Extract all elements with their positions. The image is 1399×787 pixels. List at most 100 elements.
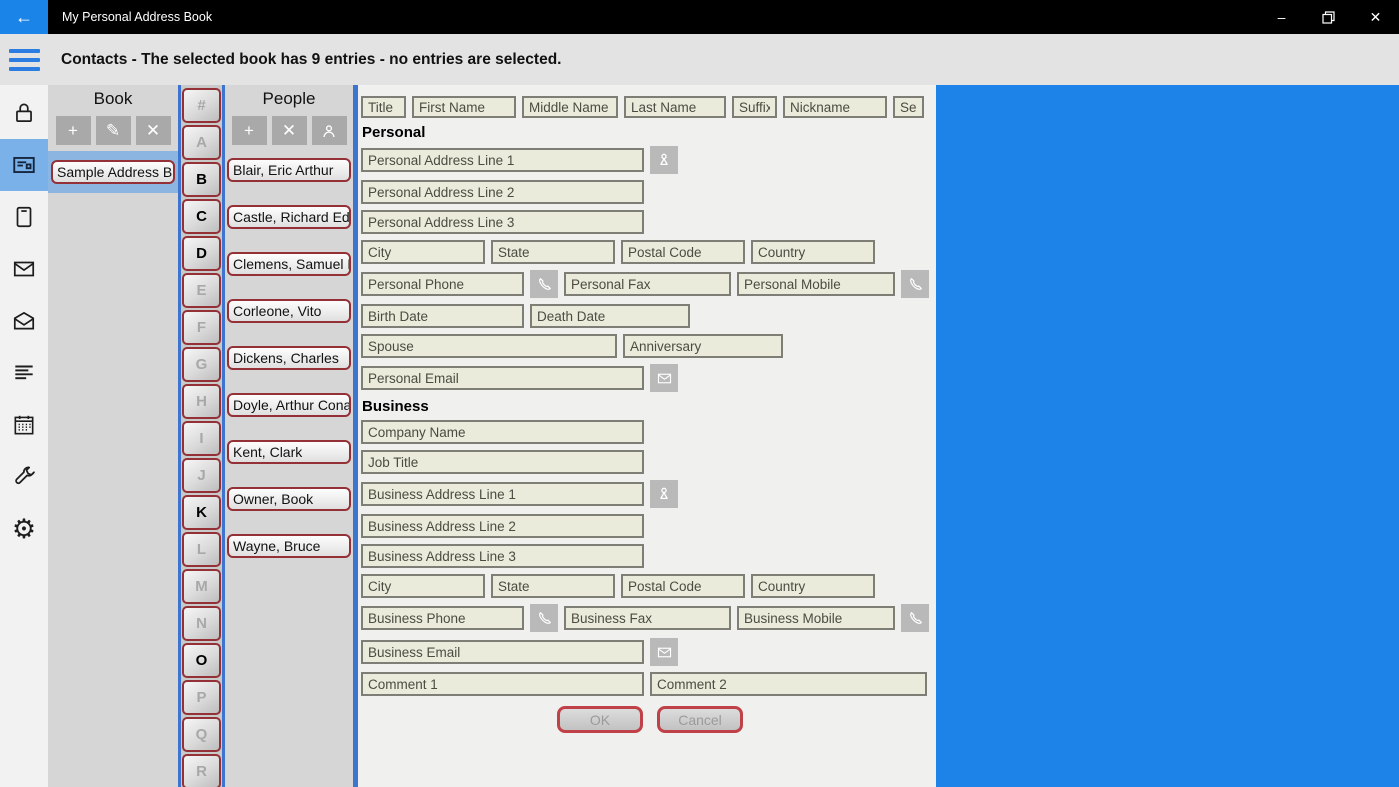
sex-input[interactable] [893, 96, 924, 118]
book-list-item[interactable]: Sample Address B [51, 160, 175, 184]
person-item[interactable]: Corleone, Vito [227, 299, 351, 323]
alpha-button-r[interactable]: R [182, 754, 221, 787]
minimize-button[interactable]: – [1258, 0, 1305, 34]
sidebar-item-book[interactable] [0, 191, 48, 243]
person-detail-button[interactable] [311, 116, 347, 145]
delete-person-button[interactable]: ✕ [271, 116, 307, 145]
book-alpha-splitter[interactable] [178, 85, 181, 787]
people-form-splitter[interactable] [353, 85, 358, 787]
ok-button[interactable]: OK [557, 706, 643, 733]
business-address2-input[interactable] [361, 514, 644, 538]
alpha-button-n[interactable]: N [182, 606, 221, 641]
personal-map-button[interactable] [650, 146, 678, 174]
person-item[interactable]: Wayne, Bruce [227, 534, 351, 558]
close-button[interactable]: ✕ [1352, 0, 1399, 34]
person-item[interactable]: Castle, Richard Edg [227, 205, 351, 229]
alpha-button-a[interactable]: A [182, 125, 221, 160]
sidebar-item-mail[interactable] [0, 243, 48, 295]
alpha-button-i[interactable]: I [182, 421, 221, 456]
personal-email-input[interactable] [361, 366, 644, 390]
hamburger-menu-button[interactable] [9, 44, 40, 76]
add-book-button[interactable]: + [55, 116, 91, 145]
personal-phone-call-button[interactable] [530, 270, 558, 298]
personal-mobile-call-button[interactable] [901, 270, 929, 298]
business-city-input[interactable] [361, 574, 485, 598]
birth-date-input[interactable] [361, 304, 524, 328]
personal-mobile-input[interactable] [737, 272, 895, 296]
alpha-button-d[interactable]: D [182, 236, 221, 271]
alpha-button-h[interactable]: H [182, 384, 221, 419]
business-postal-code-input[interactable] [621, 574, 745, 598]
person-item[interactable]: Doyle, Arthur Cona [227, 393, 351, 417]
business-state-input[interactable] [491, 574, 615, 598]
comment1-input[interactable] [361, 672, 644, 696]
sidebar-item-contacts[interactable] [0, 139, 48, 191]
personal-city-input[interactable] [361, 240, 485, 264]
last-name-input[interactable] [624, 96, 726, 118]
personal-address1-input[interactable] [361, 148, 644, 172]
business-phone-call-button[interactable] [530, 604, 558, 632]
job-title-input[interactable] [361, 450, 644, 474]
alpha-button-p[interactable]: P [182, 680, 221, 715]
death-date-input[interactable] [530, 304, 690, 328]
comment2-input[interactable] [650, 672, 927, 696]
business-mobile-call-button[interactable] [901, 604, 929, 632]
personal-email-button[interactable] [650, 364, 678, 392]
people-list: Blair, Eric Arthur Castle, Richard Edg C… [225, 145, 353, 581]
alpha-button-m[interactable]: M [182, 569, 221, 604]
add-person-button[interactable]: + [231, 116, 267, 145]
alpha-people-splitter[interactable] [222, 85, 225, 787]
spouse-input[interactable] [361, 334, 617, 358]
personal-phone-input[interactable] [361, 272, 524, 296]
alpha-button-f[interactable]: F [182, 310, 221, 345]
company-name-input[interactable] [361, 420, 644, 444]
nickname-input[interactable] [783, 96, 887, 118]
restore-button[interactable] [1305, 0, 1352, 34]
personal-address3-input[interactable] [361, 210, 644, 234]
person-item[interactable]: Owner, Book [227, 487, 351, 511]
alpha-button-c[interactable]: C [182, 199, 221, 234]
alpha-button-g[interactable]: G [182, 347, 221, 382]
sidebar-item-calendar[interactable] [0, 399, 48, 451]
alpha-button-hash[interactable]: # [182, 88, 221, 123]
business-address3-input[interactable] [361, 544, 644, 568]
person-item[interactable]: Clemens, Samuel L [227, 252, 351, 276]
back-button[interactable]: ← [0, 0, 48, 34]
business-fax-input[interactable] [564, 606, 731, 630]
alpha-button-b[interactable]: B [182, 162, 221, 197]
person-item[interactable]: Dickens, Charles [227, 346, 351, 370]
edit-book-button[interactable]: ✎ [95, 116, 131, 145]
first-name-input[interactable] [412, 96, 516, 118]
sidebar-item-mail-open[interactable] [0, 295, 48, 347]
business-map-button[interactable] [650, 480, 678, 508]
cancel-button[interactable]: Cancel [657, 706, 743, 733]
business-email-button[interactable] [650, 638, 678, 666]
sidebar-item-settings[interactable]: ⚙ [0, 503, 48, 555]
title-input[interactable] [361, 96, 406, 118]
alpha-button-k[interactable]: K [182, 495, 221, 530]
business-country-input[interactable] [751, 574, 875, 598]
alpha-button-j[interactable]: J [182, 458, 221, 493]
sidebar-item-tools[interactable] [0, 451, 48, 503]
business-address1-input[interactable] [361, 482, 644, 506]
alpha-button-e[interactable]: E [182, 273, 221, 308]
delete-book-button[interactable]: ✕ [135, 116, 171, 145]
business-phone-input[interactable] [361, 606, 524, 630]
personal-fax-input[interactable] [564, 272, 731, 296]
suffix-input[interactable] [732, 96, 777, 118]
business-mobile-input[interactable] [737, 606, 895, 630]
sidebar-item-lock[interactable] [0, 87, 48, 139]
alpha-button-o[interactable]: O [182, 643, 221, 678]
personal-state-input[interactable] [491, 240, 615, 264]
personal-postal-code-input[interactable] [621, 240, 745, 264]
anniversary-input[interactable] [623, 334, 783, 358]
person-item[interactable]: Kent, Clark [227, 440, 351, 464]
middle-name-input[interactable] [522, 96, 618, 118]
personal-country-input[interactable] [751, 240, 875, 264]
alpha-button-q[interactable]: Q [182, 717, 221, 752]
alpha-button-l[interactable]: L [182, 532, 221, 567]
personal-address2-input[interactable] [361, 180, 644, 204]
sidebar-item-notes[interactable] [0, 347, 48, 399]
person-item[interactable]: Blair, Eric Arthur [227, 158, 351, 182]
business-email-input[interactable] [361, 640, 644, 664]
